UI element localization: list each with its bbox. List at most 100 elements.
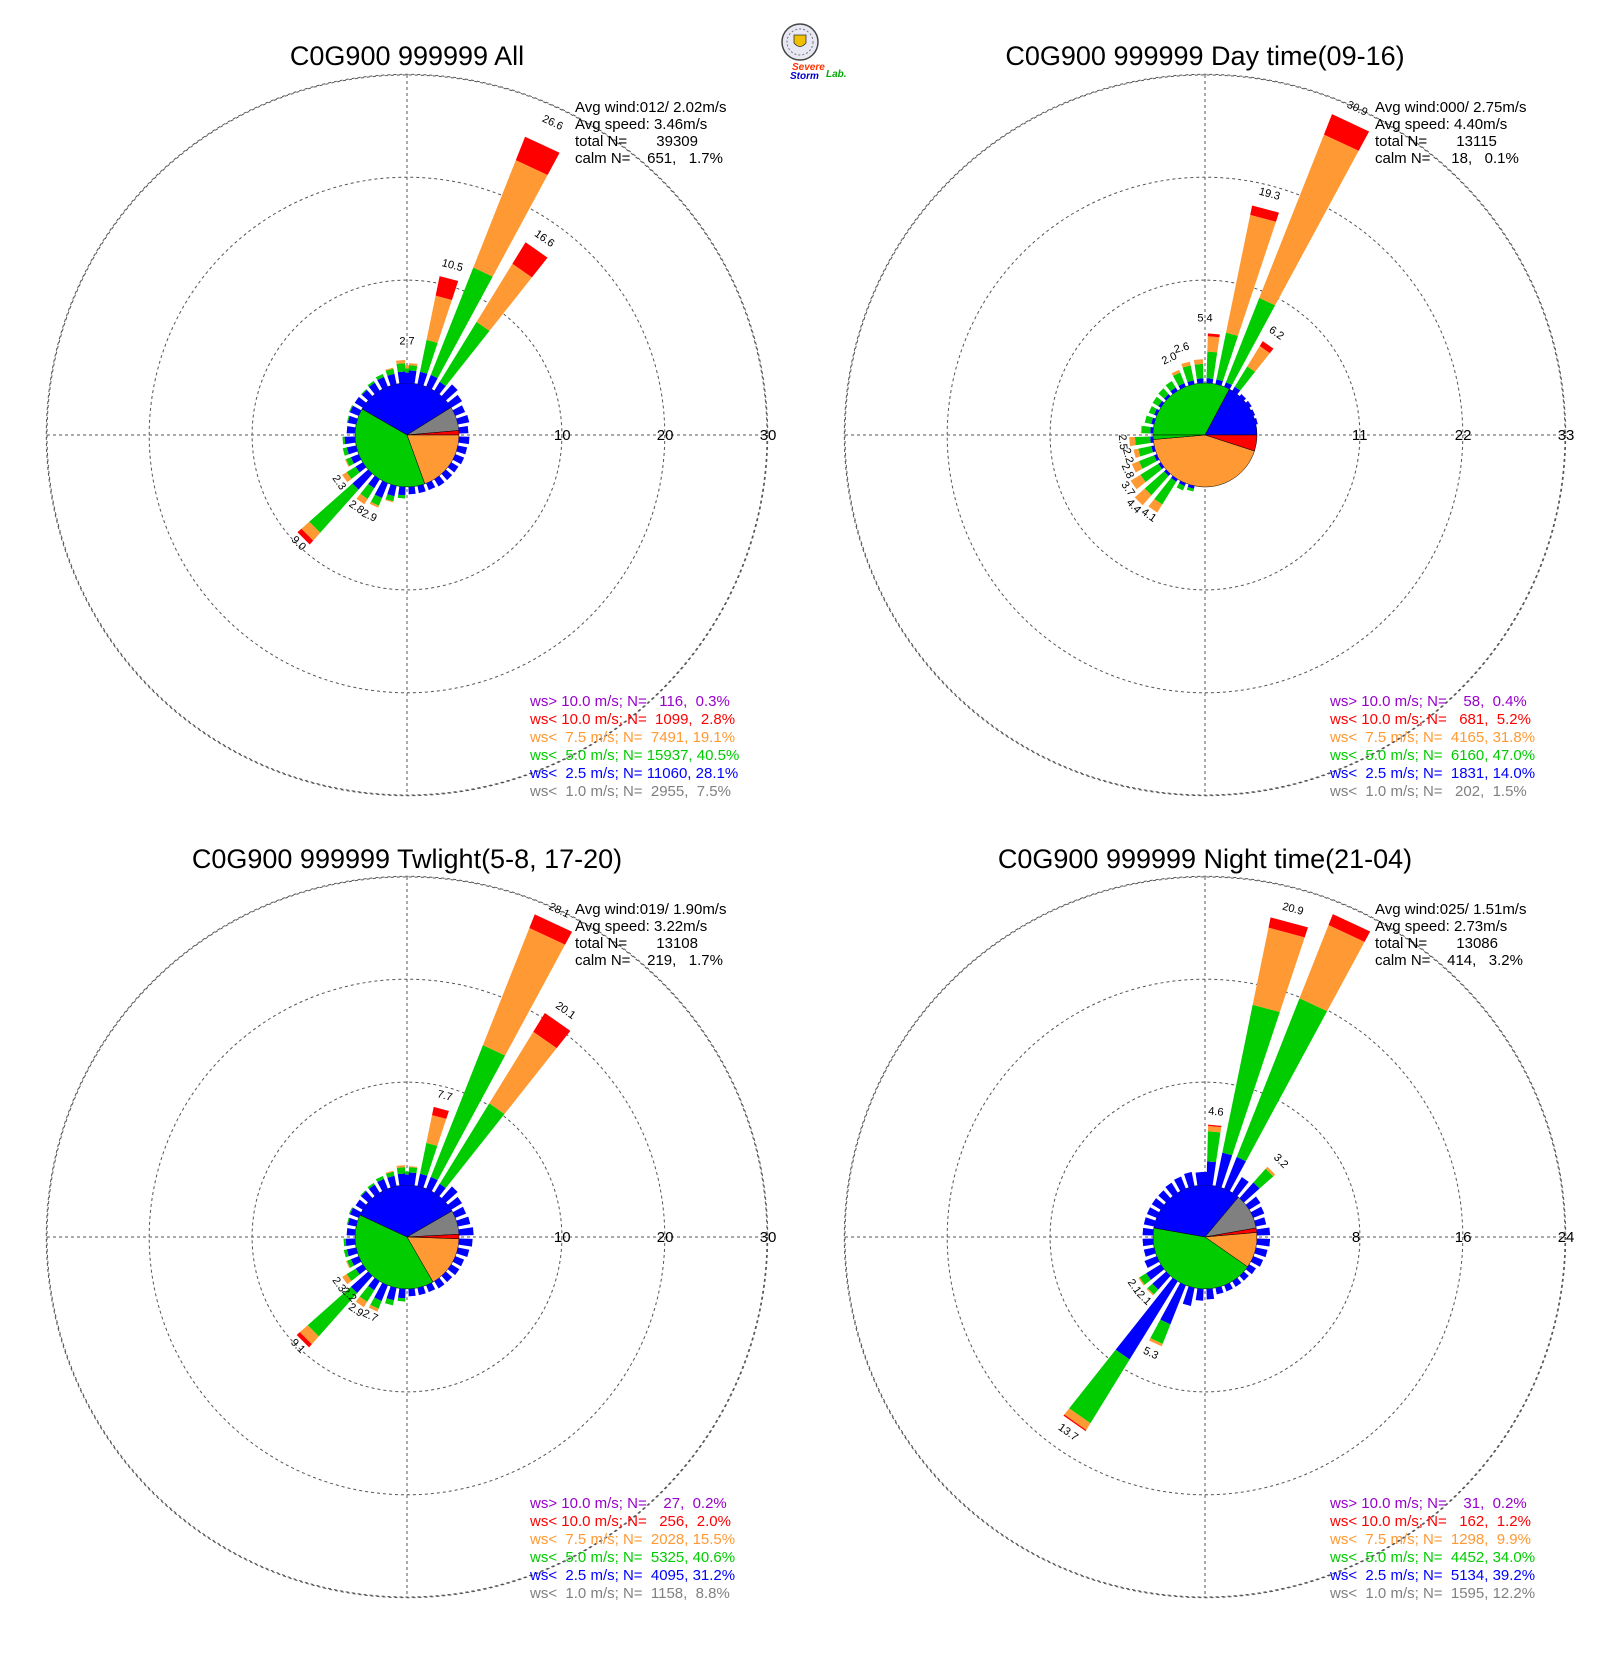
wind-bar-segment xyxy=(452,405,466,416)
panel-title: C0G900 999999 All xyxy=(290,41,524,71)
bar-value-label: 2.0 xyxy=(1160,350,1179,367)
bar-value-label: 2.7 xyxy=(399,336,414,348)
bar-value-label: 2.8 xyxy=(1119,462,1136,481)
wind-bar-segment xyxy=(1216,332,1238,382)
legend-entry: ws< 2.5 m/s; N= 1831, 14.0% xyxy=(1329,765,1535,782)
ring-label: 22 xyxy=(1455,427,1472,444)
wind-bar-segment xyxy=(1149,1338,1163,1347)
wind-bar-segment xyxy=(458,426,469,434)
wind-bar-segment xyxy=(512,242,548,278)
wind-bar-segment xyxy=(345,1238,356,1246)
wind-bar-segment xyxy=(307,1286,358,1337)
wind-bar-segment xyxy=(533,1012,571,1049)
wind-bar-segment xyxy=(1170,387,1178,395)
bar-value-label: 20.1 xyxy=(553,1000,577,1022)
wind-bar-segment xyxy=(355,1296,368,1308)
bar-value-label: 5.4 xyxy=(1197,312,1212,324)
wind-bar-segment xyxy=(1245,1196,1261,1210)
wind-bar-segment xyxy=(387,484,397,497)
wind-bar-segment xyxy=(1170,475,1178,482)
wind-bar-segment xyxy=(346,466,360,480)
wind-bar-segment xyxy=(1146,1264,1165,1280)
wind-bar-segment xyxy=(1193,359,1204,365)
bar-value-label: 16.6 xyxy=(532,228,556,250)
wind-bar-segment xyxy=(1182,365,1194,383)
wind-bar-segment xyxy=(1150,1319,1171,1344)
wind-bar-segment xyxy=(1134,488,1152,506)
legend-entry: ws< 1.0 m/s; N= 2955, 7.5% xyxy=(529,783,731,800)
bar-value-label: 2.2 xyxy=(1120,447,1136,465)
wind-bar-segment xyxy=(1250,205,1279,222)
legend-entry: ws> 10.0 m/s; N= 58, 0.4% xyxy=(1329,693,1527,710)
wind-bar-segment xyxy=(1195,1288,1204,1301)
wind-bar-segment xyxy=(352,469,373,490)
wind-bar-segment xyxy=(349,405,362,416)
bar-value-label: 10.5 xyxy=(440,257,464,274)
wind-bar-segment xyxy=(1178,480,1186,487)
legend-entry: ws> 10.0 m/s; N= 31, 0.2% xyxy=(1329,1495,1527,1512)
outer-ring xyxy=(46,74,768,796)
wind-bar-segment xyxy=(1239,393,1247,401)
wind-bar-segment xyxy=(349,1207,362,1218)
wind-bar-segment xyxy=(1206,1288,1215,1300)
wind-bar-segment xyxy=(397,1297,406,1302)
wind-bar-segment xyxy=(1174,1176,1186,1192)
wind-bar-segment xyxy=(1153,408,1160,416)
wind-bar-segment xyxy=(456,445,468,455)
legend-entry: ws< 10.0 m/s; N= 681, 5.2% xyxy=(1329,711,1531,728)
wind-bar-segment xyxy=(387,373,397,386)
wind-bar-segment xyxy=(387,1175,397,1188)
wind-bar-segment xyxy=(1268,917,1309,938)
info-line: Avg wind:012/ 2.02m/s xyxy=(575,99,726,116)
wind-bar-segment xyxy=(385,499,394,503)
wind-bar-segment xyxy=(385,1171,395,1178)
wind-bar-segment xyxy=(1165,1182,1178,1197)
wind-bar-segment xyxy=(346,1217,350,1225)
wind-bar-segment xyxy=(1256,1238,1271,1247)
wind-bar-segment xyxy=(396,1167,406,1175)
wind-bar-segment xyxy=(360,483,375,499)
legend-entry: ws> 10.0 m/s; N= 116, 0.3% xyxy=(529,693,730,710)
wind-bar-segment xyxy=(1133,448,1141,459)
wind-bar-segment xyxy=(434,475,445,487)
bar-value-label: 19.3 xyxy=(1258,186,1282,203)
wind-bar-segment xyxy=(1328,914,1371,942)
wind-bar-segment xyxy=(1163,393,1171,401)
legend-entry: ws< 10.0 m/s; N= 1099, 2.8% xyxy=(529,711,735,728)
legend-entry: ws< 5.0 m/s; N= 6160, 47.0% xyxy=(1329,747,1535,764)
wind-bar-segment xyxy=(1138,455,1157,469)
wind-bar-segment xyxy=(482,927,566,1056)
wind-bar-segment xyxy=(1245,1264,1256,1275)
wind-bar-segment xyxy=(397,371,406,384)
wind-bar-segment xyxy=(1232,386,1241,395)
wind-bar-segment xyxy=(398,1288,406,1299)
wind-bar-segment xyxy=(1160,1282,1186,1325)
wind-bar-segment xyxy=(417,1286,426,1296)
info-line: Avg wind:025/ 1.51m/s xyxy=(1375,901,1526,918)
wind-bar-segment xyxy=(396,363,406,373)
wind-bar-segment xyxy=(1195,1171,1204,1186)
wind-bar-segment xyxy=(345,1260,351,1269)
bar-value-label: 13.7 xyxy=(1056,1422,1080,1444)
ring-label: 24 xyxy=(1558,1229,1575,1246)
legend-entry: ws< 7.5 m/s; N= 7491, 19.1% xyxy=(529,729,735,746)
wind-bar-segment xyxy=(434,1277,445,1289)
wind-bar-segment xyxy=(408,486,416,495)
wind-bar-segment xyxy=(408,1166,418,1168)
wind-bar-segment xyxy=(346,415,350,423)
info-line: total N= 13108 xyxy=(575,935,698,952)
wind-bar-segment xyxy=(1150,436,1154,444)
wind-bar-segment xyxy=(1140,425,1143,434)
wind-bar-segment xyxy=(347,415,358,425)
wind-bar-segment xyxy=(1207,1131,1221,1163)
wind-bar-segment xyxy=(489,1031,557,1114)
info-line: calm N= 18, 0.1% xyxy=(1375,150,1519,167)
legend-entry: ws< 7.5 m/s; N= 2028, 15.5% xyxy=(529,1531,735,1548)
grid-ring xyxy=(251,1081,563,1393)
wind-bar-segment xyxy=(386,1286,397,1301)
grid-ring xyxy=(1049,1081,1361,1393)
wind-bar-segment xyxy=(374,480,388,498)
pie-slice xyxy=(1153,1184,1239,1238)
wind-bar-segment xyxy=(1252,927,1305,1013)
